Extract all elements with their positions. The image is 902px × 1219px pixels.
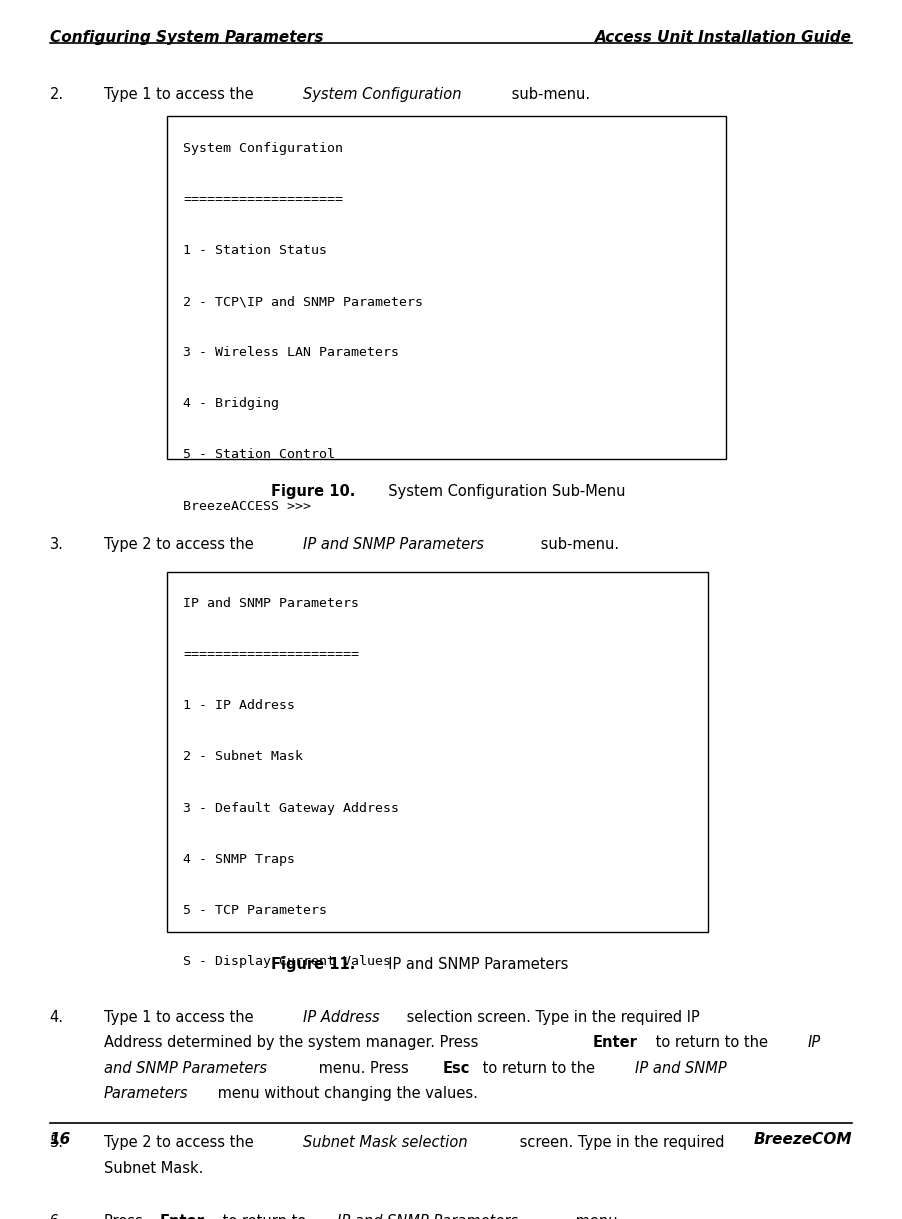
Text: sub-menu.: sub-menu. — [537, 536, 620, 552]
Text: 1 - Station Status: 1 - Station Status — [183, 244, 327, 257]
Text: 5.: 5. — [50, 1135, 64, 1150]
Text: menu without changing the values.: menu without changing the values. — [213, 1086, 478, 1101]
Text: to return to: to return to — [217, 1214, 310, 1219]
Text: S - Display Current Values: S - Display Current Values — [183, 954, 391, 968]
Text: Figure 11.: Figure 11. — [271, 957, 355, 973]
Text: System Configuration: System Configuration — [303, 87, 461, 102]
Text: IP and SNMP Parameters: IP and SNMP Parameters — [337, 1214, 519, 1219]
Text: 3 - Default Gateway Address: 3 - Default Gateway Address — [183, 802, 399, 814]
Text: System Configuration Sub-Menu: System Configuration Sub-Menu — [380, 484, 626, 500]
Text: selection screen. Type in the required IP: selection screen. Type in the required I… — [401, 1009, 699, 1025]
Text: IP and SNMP Parameters: IP and SNMP Parameters — [303, 536, 483, 552]
Text: 5 - TCP Parameters: 5 - TCP Parameters — [183, 903, 327, 917]
Text: 5 - Station Control: 5 - Station Control — [183, 449, 336, 462]
Text: Access Unit Installation Guide: Access Unit Installation Guide — [595, 30, 852, 45]
Text: ======================: ====================== — [183, 649, 359, 661]
Text: 4 - Bridging: 4 - Bridging — [183, 397, 279, 411]
Text: Subnet Mask.: Subnet Mask. — [104, 1160, 203, 1175]
Text: 6.: 6. — [50, 1214, 64, 1219]
Text: 16: 16 — [50, 1131, 71, 1147]
Text: Address determined by the system manager. Press: Address determined by the system manager… — [104, 1035, 483, 1050]
Text: IP: IP — [807, 1035, 821, 1050]
Text: Type 2 to access the: Type 2 to access the — [104, 536, 258, 552]
Text: Enter: Enter — [593, 1035, 638, 1050]
Text: IP and SNMP Parameters: IP and SNMP Parameters — [380, 957, 569, 973]
Text: ====================: ==================== — [183, 193, 343, 206]
Text: 3.: 3. — [50, 536, 63, 552]
Text: Press: Press — [104, 1214, 147, 1219]
Text: to return to the: to return to the — [650, 1035, 772, 1050]
Text: screen. Type in the required: screen. Type in the required — [515, 1135, 725, 1150]
Text: System Configuration: System Configuration — [183, 141, 343, 155]
Text: IP and SNMP: IP and SNMP — [634, 1061, 726, 1075]
Text: 2.: 2. — [50, 87, 64, 102]
Text: Enter: Enter — [160, 1214, 205, 1219]
Text: 4 - SNMP Traps: 4 - SNMP Traps — [183, 853, 295, 865]
Text: IP Address: IP Address — [303, 1009, 380, 1025]
Text: menu. Press: menu. Press — [314, 1061, 413, 1075]
Text: IP and SNMP Parameters: IP and SNMP Parameters — [183, 597, 359, 611]
Text: 2 - Subnet Mask: 2 - Subnet Mask — [183, 751, 303, 763]
Text: Subnet Mask selection: Subnet Mask selection — [303, 1135, 467, 1150]
Text: and SNMP Parameters: and SNMP Parameters — [104, 1061, 267, 1075]
Text: Figure 10.: Figure 10. — [271, 484, 355, 500]
Text: Parameters: Parameters — [104, 1086, 189, 1101]
Text: 3 - Wireless LAN Parameters: 3 - Wireless LAN Parameters — [183, 346, 399, 360]
Text: Type 2 to access the: Type 2 to access the — [104, 1135, 258, 1150]
Text: Esc: Esc — [442, 1061, 470, 1075]
Text: to return to the: to return to the — [477, 1061, 599, 1075]
Text: sub-menu.: sub-menu. — [507, 87, 591, 102]
Text: 4.: 4. — [50, 1009, 64, 1025]
Text: 1 - IP Address: 1 - IP Address — [183, 700, 295, 712]
Text: menu.: menu. — [571, 1214, 622, 1219]
Text: 2 - TCP\IP and SNMP Parameters: 2 - TCP\IP and SNMP Parameters — [183, 295, 423, 308]
Text: BreezeACCESS >>>: BreezeACCESS >>> — [183, 500, 311, 512]
Text: Type 1 to access the: Type 1 to access the — [104, 1009, 258, 1025]
Text: BreezeCOM: BreezeCOM — [754, 1131, 852, 1147]
Text: Type 1 to access the: Type 1 to access the — [104, 87, 258, 102]
FancyBboxPatch shape — [167, 116, 726, 458]
FancyBboxPatch shape — [167, 572, 708, 931]
Text: Configuring System Parameters: Configuring System Parameters — [50, 30, 323, 45]
